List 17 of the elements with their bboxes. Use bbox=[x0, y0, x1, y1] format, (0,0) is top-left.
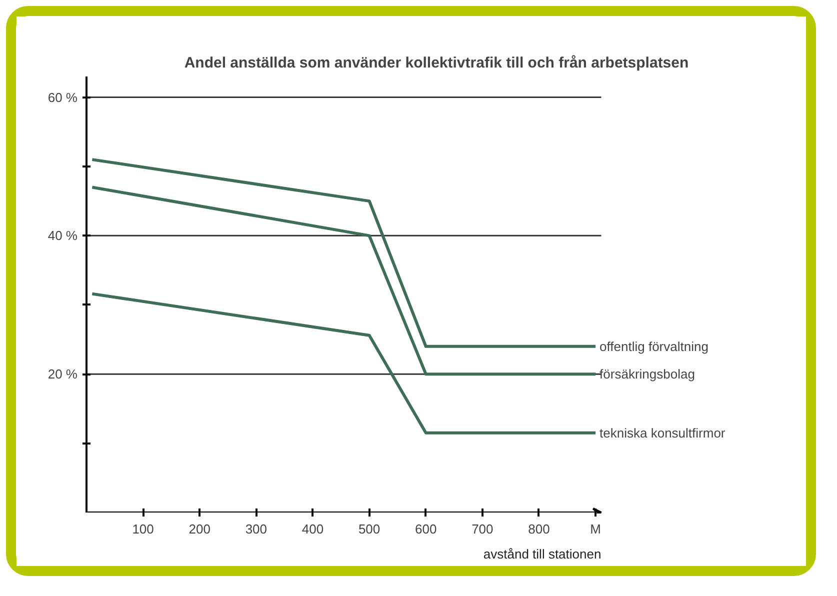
x-tick-label: 700 bbox=[472, 522, 494, 536]
x-tick-label: 400 bbox=[302, 522, 324, 536]
series-label: offentlig förvaltning bbox=[600, 338, 708, 354]
x-tick-label: 200 bbox=[188, 522, 210, 536]
chart-title: Andel anställda som använder kollektivtrafik till och från arbetsplatsen bbox=[184, 54, 689, 72]
x-tick-label: 100 bbox=[132, 522, 154, 536]
x-tick-label: M bbox=[590, 522, 601, 536]
x-tick-label: 500 bbox=[358, 522, 380, 536]
x-axis-title: avstånd till stationen bbox=[483, 546, 602, 562]
series-label: tekniska konsultfirmor bbox=[600, 425, 726, 440]
y-tick-label: 40 % bbox=[48, 228, 78, 244]
y-tick-label: 60 % bbox=[48, 90, 78, 105]
x-tick-label: 600 bbox=[415, 522, 437, 536]
x-tick-label: 300 bbox=[245, 522, 268, 536]
y-tick-label: 20 % bbox=[48, 366, 78, 382]
series-label: försäkringsbolag bbox=[600, 366, 695, 382]
x-tick-label: 800 bbox=[528, 522, 550, 536]
